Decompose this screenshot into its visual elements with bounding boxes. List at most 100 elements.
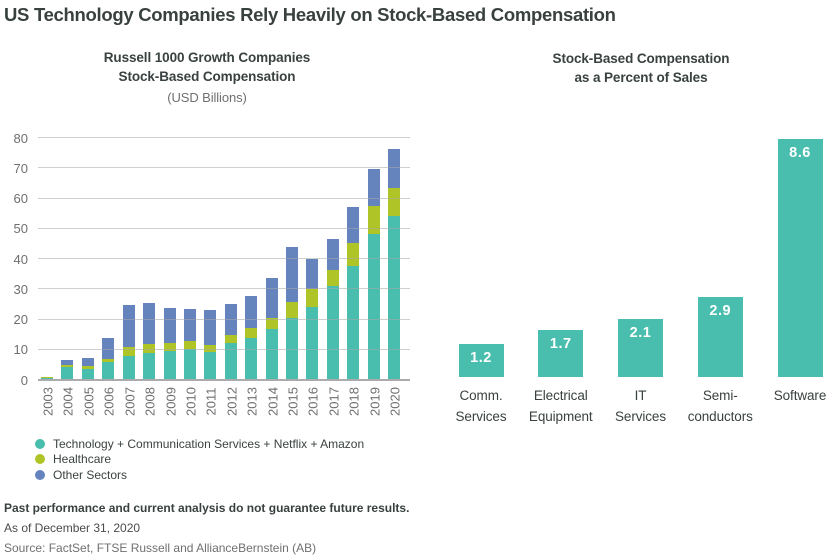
grid-line-60 [38,197,410,199]
bar-segment-blue-2016 [306,258,319,290]
grid-line-10 [38,348,410,350]
bar-segment-blue-2010 [183,308,196,342]
legend-label: Technology + Communication Services + Ne… [53,436,365,451]
bar-2012 [224,303,237,379]
legend: Technology + Communication Services + Ne… [35,436,364,483]
bar-segment-blue-2018 [347,206,360,244]
legend-swatch-olive [35,454,45,464]
x-axis-label-2018: 2018 [346,387,362,416]
grid-line-30 [38,288,410,290]
bar-segment-olive-2013 [245,328,258,338]
category-label-semi-conductors: Semi-conductors [687,388,753,424]
y-axis-tick-50: 50 [13,221,28,237]
as-of-date-text: As of December 31, 2020 [4,521,141,535]
figure-title: US Technology Companies Rely Heavily on … [4,4,616,25]
bar-2019 [367,169,380,379]
bar-segment-teal-2016 [306,306,319,379]
x-axis-label-2007: 2007 [122,387,138,416]
bar-segment-teal-2009 [163,350,176,379]
x-axis-label-2017: 2017 [326,387,342,416]
bar-segment-olive-2017 [326,270,339,286]
x-axis-label-2019: 2019 [367,387,383,416]
legend-item-blue: Other Sectors [35,467,364,482]
y-axis-tick-10: 10 [13,342,28,358]
bar-value-label: 1.2 [470,349,492,366]
bar-segment-teal-2006 [102,361,115,379]
bar-segment-blue-2014 [265,277,278,319]
bar-comm-services: 1.2 [458,343,504,377]
grid-line-40 [38,258,410,259]
bar-2010 [183,308,196,379]
bar-semi-conductors: 2.9 [697,296,743,377]
bar-segment-teal-2015 [286,317,299,379]
bar-segment-olive-2006 [102,358,115,362]
y-axis-tick-0: 0 [20,372,28,388]
bar-segment-olive-2009 [163,342,176,351]
bar-segment-olive-2014 [265,318,278,329]
bar-segment-blue-2007 [122,305,135,347]
disclaimer-text: Past performance and current analysis do… [4,501,410,515]
bar-2007 [122,305,135,379]
bar-2013 [245,295,258,379]
x-axis-label-2012: 2012 [224,387,240,416]
bar-segment-blue-2008 [143,303,156,345]
category-label-comm-services: Comm. Services [455,388,507,424]
x-axis-label-2009: 2009 [163,387,179,416]
x-axis-label-2020: 2020 [387,387,403,416]
x-axis-label-2015: 2015 [285,387,301,416]
legend-swatch-blue [35,469,45,480]
bar-value-label: 2.9 [709,302,732,319]
bar-2005 [81,357,94,379]
bar-2009 [163,307,176,379]
bar-segment-teal-2010 [183,349,196,379]
grid-line-80 [38,137,410,138]
bar-segment-teal-2012 [224,343,237,379]
bar-value-label: 8.6 [789,144,811,161]
y-axis-tick-40: 40 [13,251,28,267]
bar-segment-olive-2018 [347,243,360,267]
grid-line-70 [38,167,410,169]
bar-segment-teal-2004 [61,367,74,379]
source-text: Source: FactSet, FTSE Russell and Allian… [4,541,317,555]
x-axis-label-2014: 2014 [265,387,281,416]
bar-segment-teal-2005 [81,369,94,379]
x-axis-label-2006: 2006 [101,387,117,416]
bar-2006 [102,338,115,379]
legend-label: Healthcare [53,452,112,466]
x-axis-label-2013: 2013 [244,387,260,416]
x-axis-label-2011: 2011 [203,387,219,416]
bar-segment-blue-2005 [81,357,94,366]
legend-item-teal: Technology + Communication Services + Ne… [35,436,364,451]
grid-line-20 [38,318,410,320]
bar-segment-olive-2007 [122,346,135,356]
bar-2011 [204,310,217,379]
bar-segment-teal-2011 [204,351,217,379]
bar-2004 [61,359,74,379]
right-chart-title-line2: as a Percent of Sales [574,70,708,85]
bar-itservices: 2.1 [618,318,663,377]
bar-segment-blue-2017 [326,238,339,271]
category-label-software: Software [773,388,827,403]
bar-segment-blue-2013 [245,295,258,329]
bar-2014 [265,277,278,379]
bar-software: 8.6 [777,138,823,377]
bar-2017 [326,238,339,379]
bar-2016 [306,258,319,379]
bar-segment-blue-2011 [204,310,217,345]
bar-segment-olive-2003 [41,377,53,379]
bar-segment-teal-2014 [265,328,278,379]
category-label-electricalequipment: Electrical Equipment [528,388,593,424]
bar-segment-teal-2020 [388,216,401,379]
x-axis-label-2008: 2008 [142,387,158,416]
y-axis-tick-30: 30 [13,281,28,297]
x-axis-label-2010: 2010 [183,387,199,416]
grid-line-50 [38,227,410,229]
x-axis-label-2016: 2016 [305,387,321,416]
y-axis-tick-60: 60 [13,191,28,206]
bar-2018 [347,206,360,379]
bar-segment-teal-2019 [367,234,380,379]
bar-segment-teal-2013 [245,337,258,379]
bar-value-label: 2.1 [629,324,652,341]
bar-segment-blue-2019 [367,169,380,207]
